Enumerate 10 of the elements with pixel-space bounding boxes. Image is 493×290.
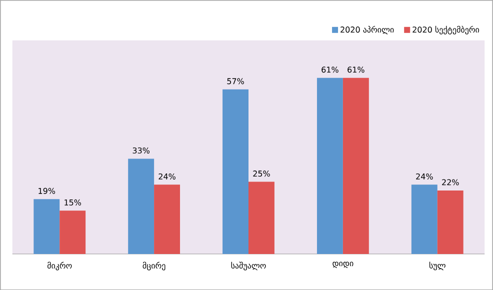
- bar: [342, 78, 369, 254]
- bar: [222, 89, 248, 254]
- bar: [437, 190, 464, 254]
- bar: [128, 158, 154, 254]
- bar: [154, 184, 180, 254]
- bar: [411, 184, 438, 254]
- bar: [34, 198, 60, 254]
- bar: [316, 78, 343, 254]
- bar: [60, 210, 86, 254]
- bar: [248, 182, 274, 254]
